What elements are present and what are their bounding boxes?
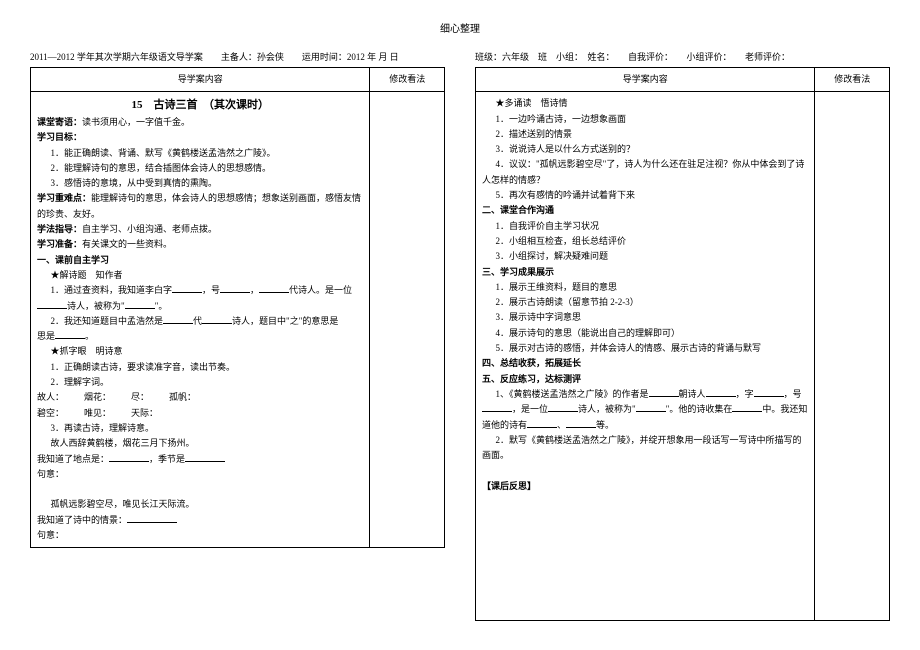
e1j: 等。 <box>596 420 614 430</box>
goal-3: 3．感悟诗的意境，从中受到真情的熏陶。 <box>37 176 363 191</box>
s1b1: 1．正确朗读古诗，要求读准字音，读出节奏。 <box>37 360 363 375</box>
s1a1e: 诗人，被称为" <box>67 301 125 311</box>
w2c: 天际： <box>131 408 158 418</box>
left-col-main-head: 导学案内容 <box>31 68 370 92</box>
goal-2: 2．能理解诗句的意思，结合插图体会诗人的思想感情。 <box>37 161 363 176</box>
right-col-side-head: 修改看法 <box>815 68 890 92</box>
d3: 3．展示诗中字词意思 <box>482 310 808 325</box>
sec5: 四、总结收获，拓展延长 <box>482 356 808 371</box>
s1a2d: 。 <box>85 331 94 341</box>
w1a: 故人： <box>37 392 64 402</box>
s1b3: 3．再读古诗，理解诗意。 <box>37 421 363 436</box>
sec3: 二、课堂合作沟通 <box>482 203 808 218</box>
d2: 2．展示古诗朗读（留意节拍 2-2-3） <box>482 295 808 310</box>
left-side-cell <box>370 92 445 548</box>
sec4: 三、学习成果展示 <box>482 265 808 280</box>
lesson-title: 15 古诗三首 （其次课时） <box>37 96 363 115</box>
r2: 2．描述送别的情景 <box>482 127 808 142</box>
w1c: 尽： <box>131 392 149 402</box>
s1a2d-label: 思是 <box>37 331 55 341</box>
right-side-cell <box>815 92 890 621</box>
s1a2c: 诗人，题目中"之"的意思是 <box>232 316 338 326</box>
poem-line2: 孤帆远影碧空尽，唯见长江天际流。 <box>37 497 363 512</box>
r4: 4．议议："孤帆远影碧空尽"了，诗人为什么还在驻足注视？你从中体会到了诗人怎样的… <box>482 157 808 188</box>
c2: 2．小组相互检查，组长总结评价 <box>482 234 808 249</box>
e1e: ，是一位 <box>512 404 548 414</box>
right-content: ★多诵读 悟诗情 1．一边吟诵古诗，一边想象画面 2．描述送别的情景 3．说说诗… <box>476 92 815 621</box>
method-label: 学法指导： <box>37 224 82 234</box>
sec6: 五、反应练习，达标测评 <box>482 372 808 387</box>
c1: 1．自我评价自主学习状况 <box>482 219 808 234</box>
goal-1: 1．能正确朗读、背诵、默写《黄鹤楼送孟浩然之广陵》。 <box>37 146 363 161</box>
poem-line1: 故人西辞黄鹤楼，烟花三月下扬州。 <box>37 436 363 451</box>
s1a1d: 代诗人。是一位 <box>289 285 352 295</box>
right-col-main-head: 导学案内容 <box>476 68 815 92</box>
right-table: 导学案内容 修改看法 ★多诵读 悟诗情 1．一边吟诵古诗，一边想象画面 2．描述… <box>475 67 890 621</box>
sec1: 一、课前自主学习 <box>37 253 363 268</box>
w2b: 唯见： <box>84 408 111 418</box>
right-header: 班级：六年级 班 小组： 姓名： 自我评价： 小组评价： 老师评价： <box>475 50 890 63</box>
e1d: ，号 <box>784 389 802 399</box>
s1a2a: 2．我还知道题目中孟浩然是 <box>51 316 164 326</box>
left-content: 15 古诗三首 （其次课时） 课堂寄语：读书须用心，一字值千金。 学习目标： 1… <box>31 92 370 548</box>
two-column-layout: 2011—2012 学年其次学期六年级语文导学案 主备人：孙会侠 运用时间：20… <box>30 50 890 621</box>
e1f: 诗人，被称为" <box>578 404 636 414</box>
s1a2b: 代 <box>193 316 202 326</box>
prep-label: 学习准备： <box>37 239 82 249</box>
right-page: 班级：六年级 班 小组： 姓名： 自我评价： 小组评价： 老师评价： 导学案内容… <box>475 50 890 621</box>
page-top-header: 细心整理 <box>30 20 890 35</box>
line1q2: ，季节是 <box>149 454 185 464</box>
s1a1a: 1．通过查资料，我知道李白字 <box>51 285 173 295</box>
left-table: 导学案内容 修改看法 15 古诗三首 （其次课时） 课堂寄语：读书须用心，一字值… <box>30 67 445 548</box>
r1: 1．一边吟诵古诗，一边想象画面 <box>482 112 808 127</box>
e1i: 、 <box>557 420 566 430</box>
left-page: 2011—2012 学年其次学期六年级语文导学案 主备人：孙会侠 运用时间：20… <box>30 50 445 621</box>
left-header: 2011—2012 学年其次学期六年级语文导学案 主备人：孙会侠 运用时间：20… <box>30 50 445 63</box>
w2a: 碧空： <box>37 408 64 418</box>
c3: 3．小组探讨，解决疑难问题 <box>482 249 808 264</box>
e2: 2．默写《黄鹤楼送孟浩然之广陵》，并绽开想象用一段话写一写诗中所描写的画面。 <box>482 433 808 464</box>
w1b: 烟花： <box>84 392 111 402</box>
s1a1c: ， <box>250 285 259 295</box>
line1q3: 句意： <box>37 467 363 482</box>
d4: 4．展示诗句的意思（能说出自己的理解即可） <box>482 326 808 341</box>
method-text: 自主学习、小组沟通、老师点拨。 <box>82 224 217 234</box>
motto-label: 课堂寄语： <box>37 117 82 127</box>
goal-label: 学习目标： <box>37 130 363 145</box>
d1: 1．展示王维资料，题目的意思 <box>482 280 808 295</box>
r5: 5．再次有感情的吟诵并试着背下来 <box>482 188 808 203</box>
s1b2: 2．理解字词。 <box>37 375 363 390</box>
left-col-side-head: 修改看法 <box>370 68 445 92</box>
e1b: 朝诗人 <box>679 389 706 399</box>
d5: 5．展示对古诗的感悟，并体会诗人的情感、展示古诗的背诵与默写 <box>482 341 808 356</box>
prep-text: 有关课文的一些资料。 <box>82 239 172 249</box>
sec2: ★多诵读 悟诗情 <box>482 96 808 111</box>
line2q2: 句意： <box>37 528 363 543</box>
e1g: "。他的诗收集在 <box>666 404 733 414</box>
motto: 读书须用心，一字值千金。 <box>82 117 190 127</box>
reflect: 【课后反思】 <box>482 479 808 494</box>
e1c: ，字 <box>736 389 754 399</box>
r3: 3．说说诗人是以什么方式送别的？ <box>482 142 808 157</box>
line2q: 我知道了诗中的情景： <box>37 515 127 525</box>
line1q: 我知道了地点是： <box>37 454 109 464</box>
w1d: 孤帆： <box>169 392 196 402</box>
e1a: 1、《黄鹤楼送孟浩然之广陵》的作者是 <box>496 389 649 399</box>
s1a1f: "。 <box>155 301 168 311</box>
s1a1b: ，号 <box>202 285 220 295</box>
s1a: ★解诗题 知作者 <box>37 268 363 283</box>
s1b: ★抓字眼 明诗意 <box>37 344 363 359</box>
focus-label: 学习重难点： <box>37 193 91 203</box>
